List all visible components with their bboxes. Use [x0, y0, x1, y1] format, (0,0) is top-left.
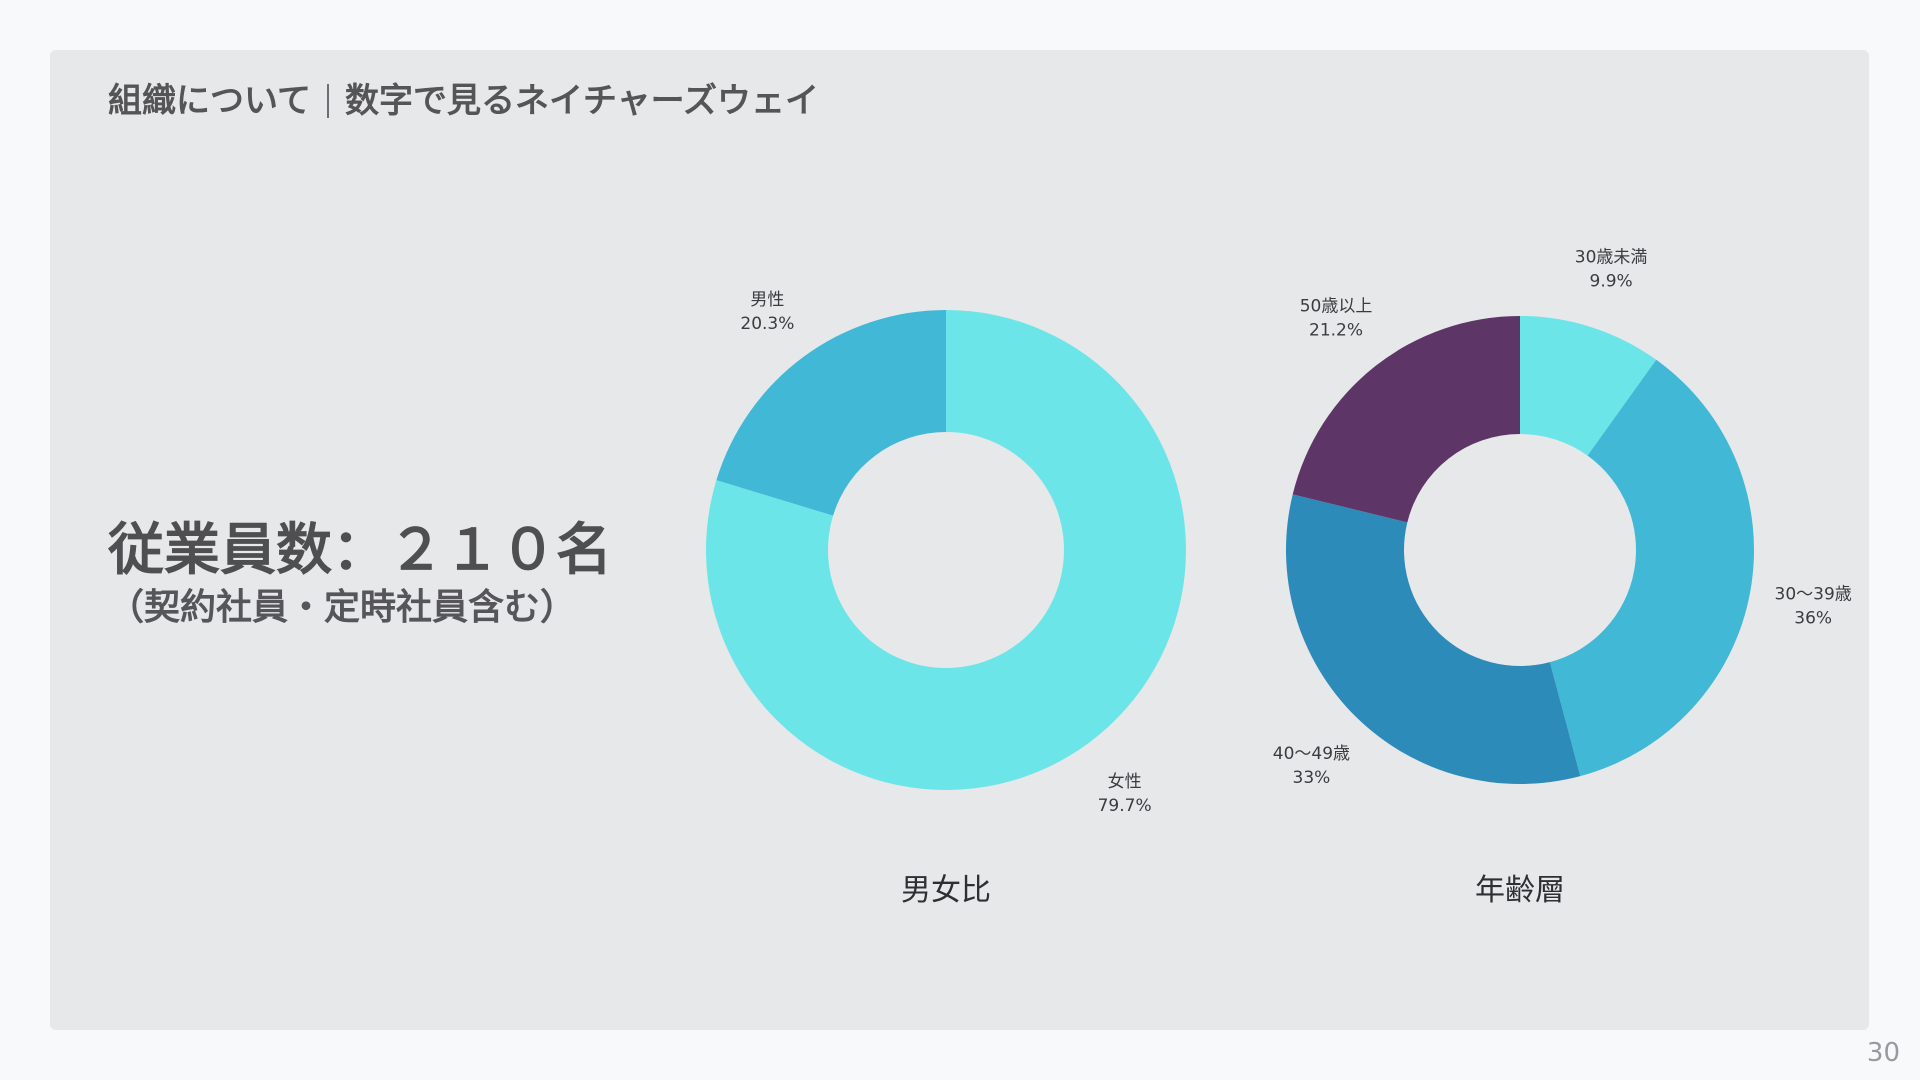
- chart1-slice-1-label: 女性 79.7%: [1098, 772, 1152, 816]
- slide-header: 組織について 数字で見るネイチャーズウェイ: [108, 84, 819, 118]
- chart2-slice-1: [1520, 316, 1657, 456]
- chart2-slice-4-label: 50歳以上 21.2%: [1300, 297, 1373, 341]
- header-divider: [326, 84, 329, 118]
- chart2-slice-2: [1549, 359, 1755, 777]
- chart2-slice-3-label: 40〜49歳 33%: [1273, 744, 1350, 788]
- chart2-slice-3: [1286, 494, 1581, 785]
- chart1-caption: 男女比: [901, 873, 991, 908]
- chart2-slice-1-label: 30歳未満 9.9%: [1575, 247, 1648, 291]
- chart2-slice-4: [1292, 316, 1520, 523]
- slide-frame: 組織について 数字で見るネイチャーズウェイ 従業員数：２１０名 （契約社員・定時…: [50, 50, 1869, 1030]
- header-section: 組織について: [108, 81, 311, 121]
- chart1-slice-1: [705, 310, 1186, 790]
- employee-count: 従業員数：２１０名: [108, 518, 612, 583]
- employee-count-block: 従業員数：２１０名 （契約社員・定時社員含む）: [108, 520, 612, 627]
- chart1-slice-2: [716, 310, 946, 516]
- page-number: 30: [1866, 1038, 1900, 1068]
- employee-count-note: （契約社員・定時社員含む）: [108, 586, 577, 628]
- header-title: 数字で見るネイチャーズウェイ: [344, 81, 819, 121]
- chart2-slice-2-label: 30〜39歳 36%: [1775, 584, 1852, 628]
- charts-area: 女性 79.7% 男性 20.3% 男女比 30歳未満 9.9% 30〜39歳 36% 40〜49…: [705, 247, 1852, 908]
- chart2-caption: 年齢層: [1475, 873, 1565, 908]
- chart1-slice-2-label: 男性 20.3%: [740, 290, 794, 334]
